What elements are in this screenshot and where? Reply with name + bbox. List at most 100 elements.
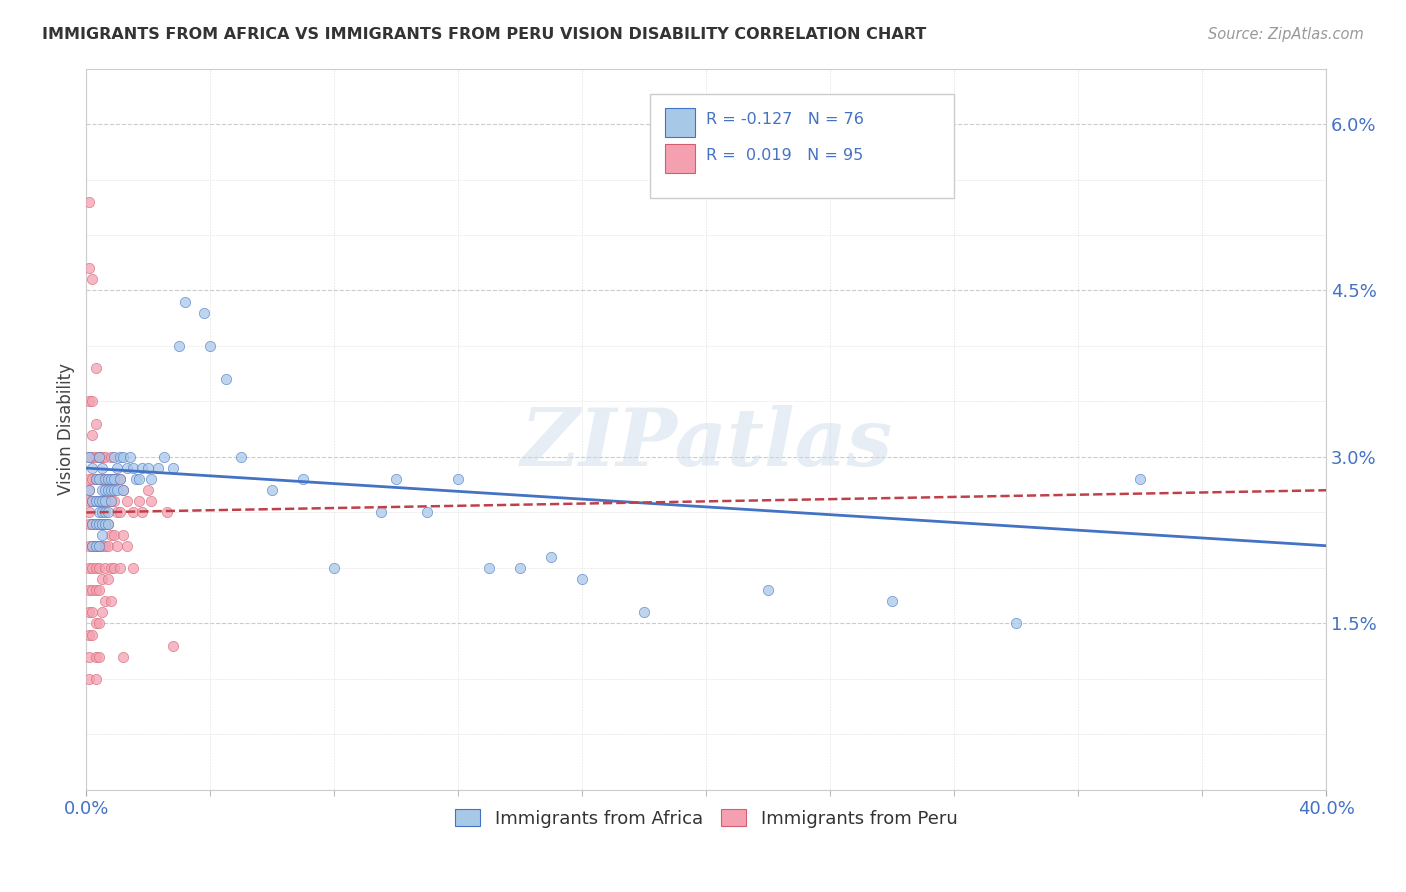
Point xyxy=(118,450,141,464)
Point xyxy=(540,549,562,564)
Point xyxy=(100,527,122,541)
Point xyxy=(82,539,104,553)
Point xyxy=(112,450,135,464)
Point xyxy=(79,450,101,464)
Point xyxy=(84,561,107,575)
Point xyxy=(112,483,135,498)
Point xyxy=(87,494,110,508)
Point xyxy=(94,483,117,498)
Point xyxy=(509,561,531,575)
Point xyxy=(79,561,101,575)
Point xyxy=(82,494,104,508)
Point xyxy=(90,527,112,541)
Point xyxy=(385,472,408,486)
Point xyxy=(121,506,143,520)
Point xyxy=(131,506,153,520)
Point xyxy=(90,494,112,508)
Point xyxy=(97,472,120,486)
Point xyxy=(128,472,150,486)
Point xyxy=(141,494,163,508)
Point xyxy=(90,450,112,464)
Point xyxy=(110,450,132,464)
Point xyxy=(136,483,159,498)
Point xyxy=(97,472,120,486)
Point xyxy=(131,461,153,475)
Point xyxy=(115,539,138,553)
Point xyxy=(97,483,120,498)
Point xyxy=(416,506,439,520)
Point xyxy=(231,450,253,464)
Point xyxy=(94,450,117,464)
Point xyxy=(79,506,101,520)
Point xyxy=(90,461,112,475)
Point xyxy=(79,672,101,686)
Point xyxy=(121,461,143,475)
Point xyxy=(87,539,110,553)
Point xyxy=(200,339,222,353)
Point xyxy=(87,472,110,486)
Point xyxy=(174,294,197,309)
Point xyxy=(112,483,135,498)
Point xyxy=(90,516,112,531)
Point xyxy=(84,583,107,598)
Point xyxy=(87,494,110,508)
Point xyxy=(82,472,104,486)
Point xyxy=(100,472,122,486)
Point xyxy=(105,539,128,553)
Point xyxy=(105,483,128,498)
Point xyxy=(94,472,117,486)
Point xyxy=(79,394,101,409)
Point xyxy=(100,494,122,508)
Point xyxy=(90,494,112,508)
Point xyxy=(82,461,104,475)
Point xyxy=(87,516,110,531)
Point xyxy=(1005,616,1028,631)
Point xyxy=(128,494,150,508)
Point xyxy=(79,494,101,508)
Point xyxy=(103,494,125,508)
Point xyxy=(100,472,122,486)
Point xyxy=(94,506,117,520)
Point xyxy=(103,472,125,486)
Point xyxy=(79,472,101,486)
Point xyxy=(87,561,110,575)
Point xyxy=(110,506,132,520)
Point xyxy=(882,594,904,608)
Text: ZIPatlas: ZIPatlas xyxy=(520,405,893,483)
Point xyxy=(82,516,104,531)
Point xyxy=(82,539,104,553)
Point xyxy=(82,450,104,464)
Point xyxy=(100,483,122,498)
Point xyxy=(110,472,132,486)
Point xyxy=(103,483,125,498)
Point xyxy=(84,616,107,631)
Point xyxy=(87,583,110,598)
Point xyxy=(82,516,104,531)
Text: Source: ZipAtlas.com: Source: ZipAtlas.com xyxy=(1208,27,1364,42)
Point xyxy=(84,539,107,553)
Point xyxy=(90,605,112,619)
Text: R = -0.127   N = 76: R = -0.127 N = 76 xyxy=(706,112,865,128)
Point xyxy=(79,649,101,664)
Point xyxy=(84,494,107,508)
Point xyxy=(756,583,779,598)
Point xyxy=(94,516,117,531)
Point xyxy=(90,539,112,553)
Point xyxy=(87,472,110,486)
Point xyxy=(79,194,101,209)
Point xyxy=(84,516,107,531)
Point xyxy=(103,450,125,464)
Point xyxy=(82,427,104,442)
Point xyxy=(79,583,101,598)
Point xyxy=(94,516,117,531)
Point xyxy=(82,394,104,409)
Point xyxy=(169,339,191,353)
Point xyxy=(141,472,163,486)
Point xyxy=(292,472,315,486)
Point xyxy=(103,527,125,541)
Point xyxy=(152,450,174,464)
Point xyxy=(323,561,346,575)
Point xyxy=(94,561,117,575)
FancyBboxPatch shape xyxy=(665,108,695,137)
Point xyxy=(87,539,110,553)
